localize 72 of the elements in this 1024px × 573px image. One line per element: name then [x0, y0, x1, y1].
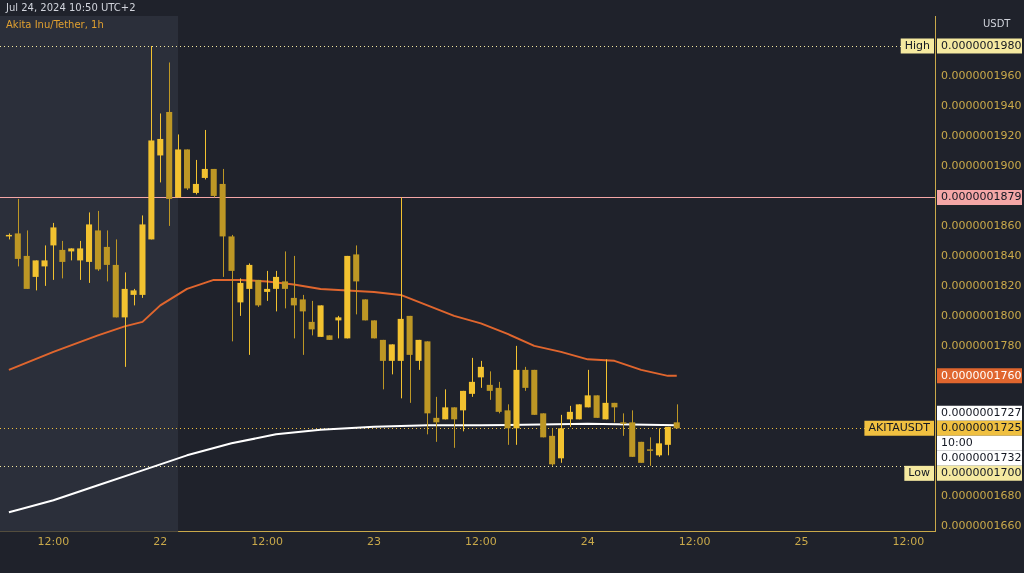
candlestick [504, 403, 511, 446]
candlestick [495, 381, 502, 414]
text: 0.0000001732 [941, 451, 1022, 465]
y-tick-label: 0.0000001920 [941, 128, 1022, 142]
text: 0.0000001980 [941, 38, 1022, 52]
chart-subtitle: Jul 24, 2024 10:50 UTC+2 [5, 1, 136, 13]
candlestick [308, 300, 315, 336]
y-axis-title: USDT [983, 17, 1012, 29]
candlestick [77, 240, 84, 281]
candlestick [415, 339, 422, 371]
text: 0.0000001700 [941, 466, 1022, 480]
candlestick [192, 159, 199, 195]
x-tick-label: 23 [367, 535, 381, 549]
x-tick-label: 12:00 [465, 535, 497, 549]
candlestick [468, 357, 475, 398]
candlestick [388, 343, 395, 375]
text: 10:00 [941, 436, 973, 450]
candlestick [264, 270, 271, 302]
candlestick [584, 369, 591, 408]
candlestick [602, 358, 609, 420]
x-tick-label: 12:00 [251, 535, 283, 549]
text: 0.0000001760 [941, 368, 1022, 382]
candlestick [32, 259, 39, 291]
candlestick [41, 244, 48, 287]
candlestick [379, 339, 386, 390]
candlestick [290, 255, 297, 339]
candlestick [522, 366, 529, 392]
candlestick [442, 388, 449, 420]
text: 0.0000001879 [941, 190, 1022, 204]
candlestick [460, 390, 467, 432]
x-tick-label: 22 [153, 535, 168, 549]
y-tick-label: 0.0000001820 [941, 278, 1022, 292]
y-tick-label: 0.0000001840 [941, 248, 1022, 262]
x-tick-label: 12:00 [37, 535, 70, 549]
x-tick-label: 25 [794, 535, 809, 549]
x-tick-label: 12:00 [892, 535, 925, 549]
candlestick [201, 129, 208, 180]
candlestick [103, 229, 110, 282]
candlestick [486, 370, 493, 401]
y-tick-label: 0.0000001660 [941, 518, 1022, 532]
candlestick [246, 262, 253, 356]
x-tick-label: 12:00 [678, 535, 711, 549]
text: 0.0000001727 [941, 406, 1022, 420]
candlestick [566, 405, 573, 428]
chart-title: Akita Inu/Tether, 1h [6, 18, 104, 30]
ref-line-label: High [904, 38, 931, 52]
y-tick-label: 0.0000001960 [941, 68, 1022, 82]
candlestick [50, 222, 57, 281]
ref-line-label: AKITAUSDT [868, 421, 931, 435]
y-tick-label: 0.0000001940 [941, 98, 1022, 112]
candlestick [273, 270, 280, 312]
y-tick-label: 0.0000001680 [941, 488, 1022, 502]
candlestick [647, 436, 654, 467]
candlestick [655, 427, 662, 458]
candlestick [451, 406, 458, 449]
candlestick [620, 412, 627, 437]
candlestick [59, 240, 66, 279]
candlestick [335, 315, 342, 339]
candlestick [281, 250, 288, 309]
candlestick [299, 294, 306, 356]
y-tick-label: 0.0000001900 [941, 158, 1022, 172]
candlestick [157, 112, 164, 183]
y-tick-label: 0.0000001800 [941, 308, 1022, 322]
candlestick [664, 426, 671, 456]
y-tick-label: 0.0000001780 [941, 338, 1022, 352]
ref-line-label: Low [908, 466, 931, 480]
x-tick-label: 24 [580, 535, 595, 549]
candlestick [477, 360, 484, 389]
text: 0.0000001725 [941, 421, 1022, 435]
candlestick [237, 277, 244, 317]
candlestick [593, 394, 600, 419]
y-tick-label: 0.0000001860 [941, 218, 1022, 232]
